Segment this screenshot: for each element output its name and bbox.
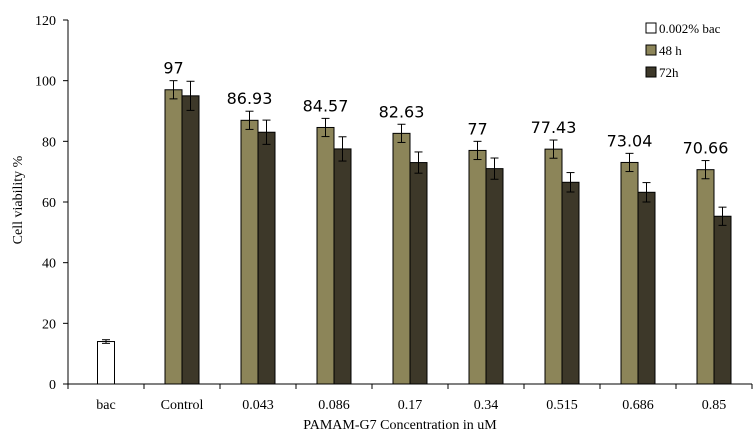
data-label: 77.43	[531, 118, 577, 137]
data-label: 82.63	[379, 102, 425, 121]
y-tick-label: 0	[49, 378, 56, 393]
x-tick-label: 0.043	[242, 398, 274, 413]
x-tick-label: 0.515	[546, 398, 578, 413]
data-label: 77	[467, 119, 487, 138]
bar-72h-0-85	[713, 215, 732, 385]
bar-48-h-0-515	[544, 148, 563, 385]
legend-label: 48 h	[659, 43, 682, 58]
legend-label: 0.002% bac	[659, 21, 721, 36]
data-label: 84.57	[303, 96, 349, 115]
bar-48-h-control	[164, 89, 183, 385]
y-axis-title: Cell viability %	[11, 155, 26, 244]
legend-label: 72h	[659, 65, 679, 80]
y-tick-label: 40	[42, 257, 56, 272]
error-bars	[102, 80, 727, 344]
legend-swatch	[645, 22, 657, 34]
bar-48-h-0-686	[620, 161, 639, 385]
bar-48-h-0-043	[240, 119, 259, 385]
legend-swatch	[645, 44, 657, 56]
legend-swatch	[645, 66, 657, 78]
x-axis: bac Control 0.043 0.086 0.17 0.34 0.515 0.686 0.…	[67, 383, 753, 413]
y-tick-label: 80	[42, 135, 56, 150]
data-label: 70.66	[683, 139, 729, 158]
bar-72h-0-17	[409, 162, 428, 385]
data-label: 73.04	[607, 131, 653, 150]
data-label: 86.93	[227, 89, 273, 108]
data-labels: 97 86.93 84.57 82.63 77 77.43 73.04 70.66	[163, 59, 728, 158]
bar-48-h-0-086	[316, 126, 335, 385]
bar-48-h-0-17	[392, 132, 411, 385]
bar-48-h-0-85	[696, 169, 715, 385]
y-tick-label: 20	[42, 317, 56, 332]
x-tick-label: bac	[96, 398, 115, 413]
x-tick-label: 0.17	[398, 398, 423, 413]
bar-48-h-0-34	[468, 149, 487, 385]
bar-72h-0-043	[257, 131, 276, 385]
bars	[97, 89, 732, 385]
bar-72h-0-086	[333, 148, 352, 385]
x-tick-label: Control	[161, 398, 204, 413]
x-axis-title: PAMAM-G7 Concentration in uM	[303, 418, 497, 432]
data-label: 97	[163, 59, 183, 78]
y-axis: 0 20 40 60 80 100 120	[35, 14, 69, 393]
y-tick-label: 60	[42, 196, 56, 211]
x-tick-label: 0.85	[702, 398, 727, 413]
bar-0-002-bac-bac	[97, 341, 115, 385]
x-tick-label: 0.086	[318, 398, 350, 413]
bar-72h-control	[181, 95, 200, 385]
bar-72h-0-686	[637, 191, 656, 385]
bar-72h-0-34	[485, 168, 504, 385]
legend: 0.002% bac 48 h 72h	[645, 21, 721, 80]
y-tick-label: 100	[35, 75, 56, 90]
bar-72h-0-515	[561, 181, 580, 385]
x-tick-label: 0.34	[474, 398, 499, 413]
y-tick-label: 120	[35, 14, 56, 29]
x-tick-label: 0.686	[622, 398, 654, 413]
